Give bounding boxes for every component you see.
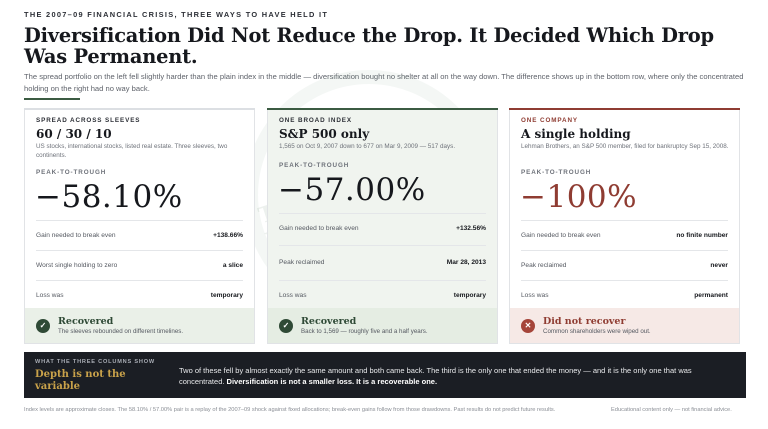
band-text: Two of these fell by almost exactly the … [179,365,734,387]
headline: Diversification Did Not Reduce the Drop.… [24,24,714,68]
stat-value: +132.56% [456,225,486,232]
band-text-emphasis: Diversification is not a smaller loss. I… [226,377,438,386]
peak-to-trough-label: PEAK-TO-TROUGH [279,162,350,169]
stat-value: never [710,262,728,269]
stat-value: Mar 28, 2013 [446,259,486,266]
card-accent-bar [267,108,498,110]
status-note: The sleeves rebounded on different timel… [58,328,184,335]
column-title: A single holding [521,127,631,141]
column-label: ONE BROAD INDEX [279,117,352,124]
stat-value: permanent [694,292,728,299]
stat-row: Loss was temporary [36,280,243,310]
stat-row: Gain needed to break even +138.66% [36,220,243,250]
stat-row: Loss was temporary [279,280,486,310]
x-icon: ✕ [521,318,535,333]
column-subtitle: Lehman Brothers, an S&P 500 member, file… [521,143,729,150]
stat-key: Loss was [279,292,307,299]
band-title: Depth is not the variable [35,369,126,392]
stat-key: Peak reclaimed [279,259,325,266]
peak-to-trough-value: −100% [520,179,638,215]
column-subtitle: US stocks, international stocks, listed … [36,143,228,159]
stat-value: temporary [210,292,243,299]
footnote: Index levels are approximate closes. The… [24,407,556,413]
divider [24,98,80,100]
stat-key: Worst single holding to zero [36,262,118,269]
check-icon: ✓ [36,318,50,333]
stat-value: +138.66% [213,232,243,239]
band-text-body: Two of these fell by almost exactly the … [179,366,692,386]
stat-value: no finite number [676,232,728,239]
kicker: THE 2007–09 FINANCIAL CRISIS, THREE WAYS… [24,10,329,19]
status-box: ✓ Recovered Back to 1,569 — roughly five… [268,308,497,343]
card-accent-bar [509,108,740,110]
peak-to-trough-label: PEAK-TO-TROUGH [521,169,592,176]
status-box: ✕ Did not recover Common shareholders we… [510,308,739,343]
peak-to-trough-value: −57.00% [278,172,426,208]
column-card-diversified: SPREAD ACROSS SLEEVES 60 / 30 / 10 US st… [24,108,255,344]
peak-to-trough-label: PEAK-TO-TROUGH [36,169,107,176]
column-label: ONE COMPANY [521,117,579,124]
stat-row: Gain needed to break even no finite numbe… [521,220,728,250]
card-accent-bar [24,108,255,110]
status-title: Recovered [58,316,114,327]
status-note: Common shareholders were wiped out. [543,328,651,335]
dek: The spread portfolio on the left fell sl… [24,72,744,93]
check-icon: ✓ [279,318,293,333]
stat-key: Loss was [36,292,64,299]
stat-key: Gain needed to break even [521,232,601,239]
column-title: S&P 500 only [279,127,370,141]
status-note: Back to 1,569 — roughly five and a half … [301,328,428,335]
status-box: ✓ Recovered The sleeves rebounded on dif… [25,308,254,343]
column-subtitle: 1,565 on Oct 9, 2007 down to 677 on Mar … [279,143,456,150]
stat-row: Peak reclaimed never [521,250,728,280]
column-label: SPREAD ACROSS SLEEVES [36,117,141,124]
band-label: WHAT THE THREE COLUMNS SHOW [35,359,156,365]
status-title: Did not recover [543,316,626,327]
column-card-index: ONE BROAD INDEX S&P 500 only 1,565 on Oc… [267,108,498,344]
stat-row: Worst single holding to zero a slice [36,250,243,280]
stat-row: Loss was permanent [521,280,728,310]
status-title: Recovered [301,316,357,327]
stat-row: Gain needed to break even +132.56% [279,213,486,243]
stat-key: Gain needed to break even [279,225,359,232]
column-title: 60 / 30 / 10 [36,127,112,141]
disclaimer: Educational content only — not financial… [611,407,732,413]
summary-band: WHAT THE THREE COLUMNS SHOW Depth is not… [24,352,746,398]
stat-value: a slice [222,262,243,269]
stat-row: Peak reclaimed Mar 28, 2013 [279,245,486,279]
stat-key: Gain needed to break even [36,232,116,239]
stat-key: Loss was [521,292,549,299]
peak-to-trough-value: −58.10% [35,179,183,215]
stat-key: Peak reclaimed [521,262,567,269]
column-card-single: ONE COMPANY A single holding Lehman Brot… [509,108,740,344]
stat-value: temporary [453,292,486,299]
